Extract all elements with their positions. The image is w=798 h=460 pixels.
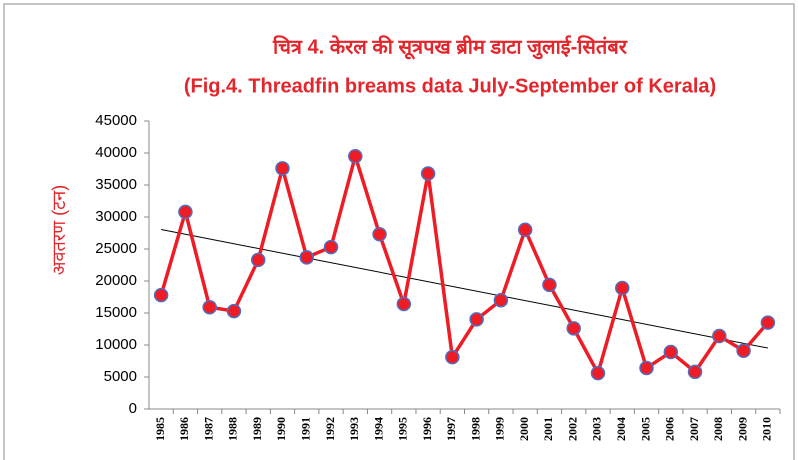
data-point: [736, 343, 751, 359]
x-tick-label: 1992: [323, 417, 337, 441]
frame: [3, 3, 795, 460]
data-point: [396, 296, 412, 312]
x-tick-label: 2002: [565, 417, 579, 441]
data-point: [712, 328, 727, 344]
data-point: [687, 364, 703, 380]
x-tick-label: 1987: [201, 417, 215, 441]
x-tick-label: 1996: [420, 417, 434, 441]
y-tick-label: 5000: [104, 368, 137, 385]
x-tick-label: 1995: [396, 417, 410, 441]
y-tick-label: 10000: [95, 336, 137, 353]
data-point: [760, 315, 776, 330]
x-tick-label: 2008: [711, 417, 725, 441]
data-point: [493, 292, 509, 308]
data-point: [566, 321, 581, 336]
data-point: [348, 148, 363, 164]
x-tick-label: 1994: [371, 417, 385, 441]
x-tick-label: 1988: [226, 417, 240, 441]
data-point: [323, 239, 339, 255]
y-tick-label: 0: [129, 400, 137, 417]
y-axis-label: अवतरण (टन): [49, 185, 69, 275]
series-line: [159, 149, 770, 378]
y-tick-label: 15000: [95, 304, 137, 321]
data-point: [275, 161, 290, 176]
y-tick-label: 40000: [95, 144, 137, 161]
x-tick-label: 2009: [735, 417, 749, 441]
data-point: [153, 287, 169, 303]
data-point: [226, 303, 242, 319]
x-tick-label: 2004: [614, 417, 628, 441]
data-point: [178, 204, 193, 220]
x-tick-label: 1998: [468, 417, 482, 441]
data-point: [445, 349, 460, 365]
x-tick-label: 2000: [517, 417, 531, 441]
data-point: [420, 166, 436, 181]
data-point: [663, 344, 679, 360]
x-tick-label: 2005: [638, 417, 652, 441]
data-point: [250, 252, 266, 268]
data-point: [469, 312, 484, 327]
data-point: [202, 299, 217, 315]
y-tick-label: 35000: [95, 176, 137, 193]
data-point: [372, 227, 387, 242]
y-tick-label: 30000: [95, 208, 137, 225]
x-tick-label: 2003: [590, 417, 604, 441]
x-tick-label: 1997: [444, 417, 458, 441]
x-tick-label: 1985: [153, 417, 167, 441]
data-point: [639, 360, 654, 376]
x-tick-label: 1999: [493, 417, 507, 441]
x-tick-label: 1990: [274, 417, 288, 441]
trendline: [161, 229, 768, 349]
data-point: [590, 365, 606, 381]
x-tick-label: 2010: [760, 417, 774, 441]
x-tick-label: 1991: [299, 417, 313, 441]
y-tick-label: 25000: [95, 240, 137, 257]
x-tick-label: 2007: [687, 417, 701, 441]
chart-subtitle: (Fig.4. Threadfin breams data July-Septe…: [184, 75, 716, 97]
data-point: [517, 222, 533, 238]
x-tick-label: 1989: [250, 417, 264, 441]
x-tick-label: 1986: [177, 417, 191, 441]
x-tick-label: 1993: [347, 417, 361, 441]
y-tick-label: 20000: [95, 272, 137, 289]
chart-title: चित्र 4. केरल की सूत्रपख ब्रीम डाटा जुला…: [272, 34, 628, 59]
data-point: [542, 277, 557, 293]
data-point: [615, 280, 630, 296]
y-tick-label: 45000: [95, 112, 137, 129]
data-point: [299, 250, 314, 265]
x-tick-label: 2006: [663, 417, 677, 441]
x-tick-label: 2001: [541, 417, 555, 441]
